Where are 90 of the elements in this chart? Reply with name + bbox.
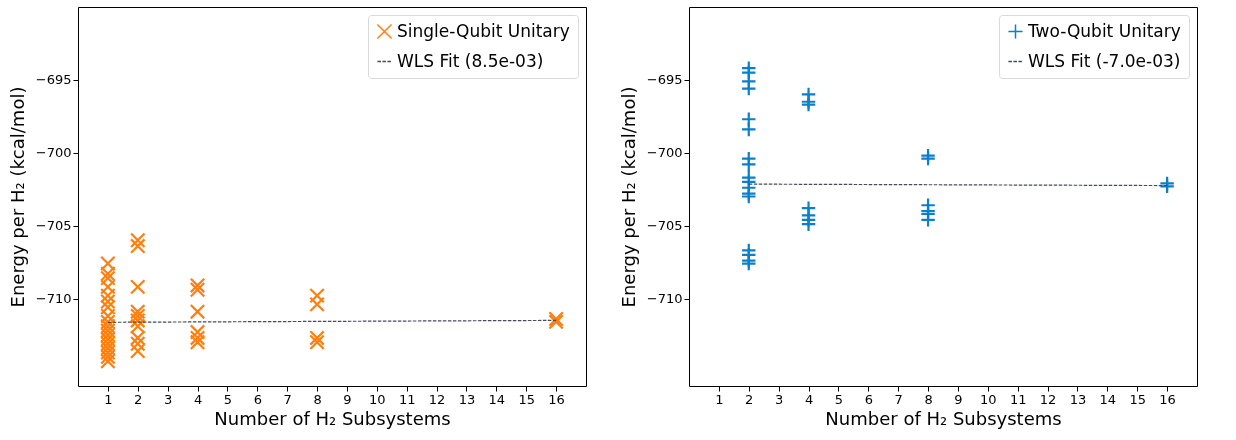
point <box>100 270 116 286</box>
x-tick-label: 11 <box>398 391 416 407</box>
point <box>129 238 146 254</box>
x-tick-label: 6 <box>864 391 873 407</box>
x-tick-label: 15 <box>1129 391 1147 407</box>
y-tick-label: −710 <box>35 291 72 307</box>
legend-label: WLS Fit (-7.0e-03) <box>1028 50 1181 71</box>
point <box>129 335 146 352</box>
point <box>309 330 325 346</box>
point <box>129 308 146 324</box>
x-axis-title: Number of H₂ Subsystems <box>825 407 1062 429</box>
point <box>100 344 116 361</box>
x-tick-label: 9 <box>343 391 352 407</box>
legend-label: Single-Qubit Unitary <box>397 20 570 41</box>
y-tick-label: −705 <box>35 218 72 234</box>
point <box>100 318 116 335</box>
x-tick-label: 3 <box>164 391 173 407</box>
point <box>100 331 116 348</box>
x-tick-label: 16 <box>1159 391 1176 407</box>
point <box>309 296 325 313</box>
point <box>800 216 817 232</box>
point <box>100 299 116 316</box>
point <box>189 281 206 298</box>
y-tick-label: −705 <box>646 218 683 234</box>
x-tick-label: 8 <box>313 391 322 407</box>
x-tick-label: 5 <box>834 391 844 407</box>
point <box>309 287 325 304</box>
point <box>189 277 206 294</box>
point <box>189 303 206 320</box>
x-tick-label: 9 <box>954 391 963 407</box>
point <box>100 293 116 310</box>
x-tick-label: 7 <box>894 391 903 407</box>
point <box>740 80 757 97</box>
x-tick-label: 6 <box>253 391 262 407</box>
y-tick-label: −695 <box>35 72 72 88</box>
point <box>129 279 146 295</box>
point <box>100 353 116 370</box>
legend-label: Two-Qubit Unitary <box>1027 20 1181 41</box>
x-tick-label: 12 <box>428 391 446 407</box>
x-tick-label: 12 <box>1039 391 1057 407</box>
point <box>189 330 206 346</box>
x-tick-label: 1 <box>104 391 113 407</box>
point <box>100 314 116 330</box>
point <box>129 318 146 335</box>
x-tick-label: 5 <box>223 391 233 407</box>
point <box>309 334 325 351</box>
x-tick-label: 13 <box>458 391 476 407</box>
point <box>100 349 116 365</box>
point <box>100 327 116 343</box>
x-tick-label: 2 <box>745 391 754 407</box>
point <box>189 324 206 340</box>
point <box>740 121 757 138</box>
y-tick-label: −700 <box>646 145 683 161</box>
point <box>100 255 116 272</box>
x-tick-label: 11 <box>1009 391 1027 407</box>
x-tick-label: 14 <box>488 391 506 407</box>
point <box>100 340 116 356</box>
point <box>189 334 206 351</box>
x-tick-label: 4 <box>804 391 814 407</box>
point <box>129 303 146 320</box>
x-tick-label: 1 <box>715 391 724 407</box>
x-tick-label: 10 <box>980 391 997 407</box>
x-tick-label: 2 <box>134 391 143 407</box>
x-tick-label: 15 <box>518 391 536 407</box>
point <box>100 308 116 324</box>
y-axis-title: Energy per H₂ (kcal/mol) <box>6 86 28 308</box>
point <box>100 335 116 352</box>
x-tick-label: 14 <box>1099 391 1117 407</box>
x-axis-title: Number of H₂ Subsystems <box>214 407 451 429</box>
point <box>129 232 146 249</box>
x-tick-label: 10 <box>369 391 386 407</box>
y-tick-label: −710 <box>646 291 683 307</box>
x-tick-label: 16 <box>548 391 565 407</box>
point <box>100 322 116 339</box>
point <box>100 265 116 282</box>
point <box>129 330 146 346</box>
x-tick-label: 13 <box>1069 391 1087 407</box>
y-axis-title: Energy per H₂ (kcal/mol) <box>617 86 639 308</box>
point <box>740 156 757 173</box>
x-tick-label: 8 <box>924 391 933 407</box>
x-tick-label: 7 <box>283 391 292 407</box>
x-tick-label: 3 <box>775 391 784 407</box>
point <box>129 343 146 359</box>
y-tick-label: −700 <box>35 145 72 161</box>
x-tick-label: 4 <box>193 391 203 407</box>
point <box>100 287 116 304</box>
legend-label: WLS Fit (8.5e-03) <box>397 50 544 71</box>
y-tick-label: −695 <box>646 72 683 88</box>
point <box>129 312 146 329</box>
point <box>100 279 116 295</box>
